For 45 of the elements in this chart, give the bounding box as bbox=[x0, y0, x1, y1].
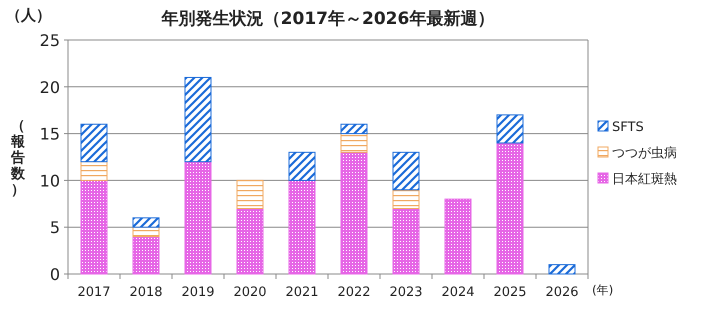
y-axis-title: （報告数） bbox=[10, 118, 26, 198]
y-tick-label: 25 bbox=[40, 31, 60, 50]
bar bbox=[444, 198, 472, 274]
bar bbox=[236, 208, 264, 274]
bar bbox=[392, 189, 420, 209]
bar bbox=[288, 180, 316, 274]
x-axis-title: (年) bbox=[592, 283, 614, 297]
bar bbox=[184, 161, 212, 274]
x-tick-label: 2021 bbox=[285, 285, 319, 300]
x-tick-label: 2022 bbox=[337, 285, 371, 300]
x-tick-label: 2024 bbox=[441, 285, 475, 300]
bar bbox=[340, 124, 368, 134]
y-tick-label: 0 bbox=[50, 265, 60, 284]
bar bbox=[340, 152, 368, 274]
bar bbox=[236, 180, 264, 209]
y-tick-label: 10 bbox=[40, 171, 60, 190]
x-tick-label: 2018 bbox=[129, 285, 163, 300]
legend-label: SFTS bbox=[612, 120, 644, 135]
y-tick-label: 5 bbox=[50, 218, 60, 238]
bar bbox=[496, 114, 524, 144]
x-tick-label: 2017 bbox=[77, 285, 111, 300]
bar bbox=[496, 142, 524, 274]
bar bbox=[392, 208, 420, 274]
y-tick-label: 15 bbox=[40, 124, 60, 144]
legend-label: つつが虫病 bbox=[612, 146, 677, 161]
x-tick-label: 2019 bbox=[181, 285, 215, 300]
bar bbox=[184, 76, 212, 162]
bar bbox=[392, 152, 420, 190]
legend-label: 日本紅斑熱 bbox=[612, 172, 677, 187]
bar bbox=[80, 180, 108, 274]
bar bbox=[132, 236, 160, 274]
bar bbox=[80, 161, 108, 181]
chart-title: 年別発生状況（2017年～2026年最新週） bbox=[160, 9, 494, 29]
bar bbox=[548, 264, 576, 274]
bar bbox=[288, 152, 316, 181]
x-tick-label: 2026 bbox=[545, 285, 579, 300]
bar bbox=[80, 124, 108, 162]
bar bbox=[340, 133, 368, 153]
bar bbox=[132, 217, 160, 228]
y-tick-label: 20 bbox=[40, 78, 60, 97]
x-tick-label: 2020 bbox=[233, 285, 267, 300]
x-tick-label: 2023 bbox=[389, 285, 423, 300]
bar bbox=[132, 226, 160, 238]
text: （人） bbox=[6, 6, 51, 24]
x-tick-label: 2025 bbox=[493, 285, 527, 300]
